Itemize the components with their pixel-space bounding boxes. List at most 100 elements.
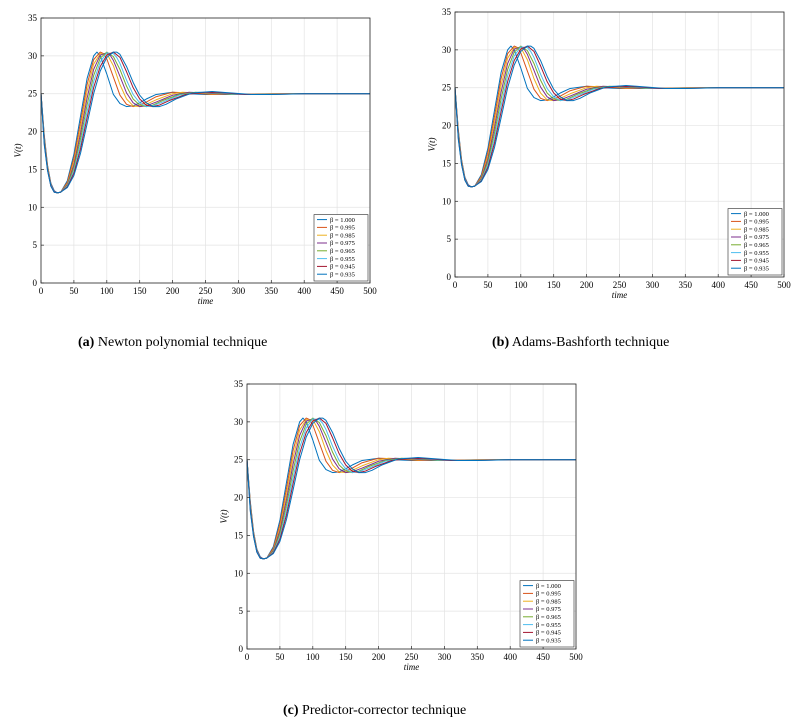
x-tick-label: 250 xyxy=(405,652,419,662)
legend-entry-0: β = 1.000 xyxy=(536,583,561,590)
x-tick-label: 450 xyxy=(536,652,550,662)
y-tick-label: 0 xyxy=(447,272,452,282)
x-axis-label: time xyxy=(404,662,420,672)
legend-entry-7: β = 0.935 xyxy=(744,265,769,272)
y-tick-label: 35 xyxy=(442,7,452,17)
y-tick-label: 20 xyxy=(234,493,244,503)
y-tick-label: 15 xyxy=(442,158,452,168)
caption-b: (b) Adams-Bashforth technique xyxy=(492,335,669,351)
y-tick-label: 30 xyxy=(442,45,452,55)
legend-entry-6: β = 0.945 xyxy=(744,258,769,265)
x-tick-label: 350 xyxy=(265,286,279,296)
caption-a-text: Newton polynomial technique xyxy=(97,335,268,350)
y-tick-label: 30 xyxy=(28,51,38,61)
y-tick-label: 20 xyxy=(442,121,452,131)
x-tick-label: 100 xyxy=(100,286,114,296)
legend xyxy=(519,580,575,648)
x-tick-label: 500 xyxy=(569,652,583,662)
x-axis-label: time xyxy=(198,296,214,306)
legend-entry-0: β = 1.000 xyxy=(330,217,355,224)
legend-entry-4: β = 0.965 xyxy=(536,614,561,621)
legend-entry-3: β = 0.975 xyxy=(744,234,769,241)
y-tick-label: 30 xyxy=(234,417,244,427)
x-tick-label: 50 xyxy=(69,286,79,296)
y-tick-label: 15 xyxy=(28,164,38,174)
x-tick-label: 0 xyxy=(453,280,458,290)
chart-panel-c: 0 50 100 150 200 250 300 350 400 450 500 0 5 10 15 20 25… xyxy=(219,379,583,672)
x-axis-label: time xyxy=(612,290,628,300)
legend-entry-2: β = 0.985 xyxy=(744,226,769,233)
legend-entry-1: β = 0.995 xyxy=(536,591,561,598)
legend-entry-7: β = 0.935 xyxy=(536,637,561,644)
y-axis-label: V(t) xyxy=(427,138,437,152)
x-tick-label: 400 xyxy=(711,280,725,290)
x-tick-label: 500 xyxy=(777,280,791,290)
x-tick-label: 0 xyxy=(39,286,44,296)
legend xyxy=(727,208,783,276)
y-tick-label: 10 xyxy=(234,568,244,578)
y-tick-label: 5 xyxy=(239,606,244,616)
series-line-7 xyxy=(40,51,370,194)
y-tick-label: 5 xyxy=(33,240,38,250)
x-tick-label: 200 xyxy=(372,652,386,662)
legend xyxy=(313,214,369,282)
x-tick-label: 300 xyxy=(646,280,660,290)
legend-entry-2: β = 0.985 xyxy=(536,598,561,605)
x-tick-label: 450 xyxy=(330,286,344,296)
legend-entry-5: β = 0.955 xyxy=(536,622,561,629)
legend-entry-1: β = 0.995 xyxy=(744,219,769,226)
y-tick-label: 35 xyxy=(28,13,38,23)
y-tick-label: 5 xyxy=(447,234,452,244)
x-tick-label: 250 xyxy=(613,280,627,290)
y-tick-label: 20 xyxy=(28,127,38,137)
x-tick-label: 150 xyxy=(547,280,561,290)
series-line-7 xyxy=(454,45,784,188)
x-tick-label: 250 xyxy=(199,286,213,296)
caption-a: (a) Newton polynomial technique xyxy=(78,335,267,351)
legend-entry-6: β = 0.945 xyxy=(330,264,355,271)
legend-entry-3: β = 0.975 xyxy=(330,240,355,247)
x-tick-label: 0 xyxy=(245,652,250,662)
series-line-7 xyxy=(246,417,576,560)
legend-entry-1: β = 0.995 xyxy=(330,225,355,232)
x-tick-label: 500 xyxy=(363,286,377,296)
y-axis-label: V(t) xyxy=(219,510,229,524)
chart-panel-a: 0 50 100 150 200 250 300 350 400 450 500 0 5 10 15 20 25… xyxy=(13,13,377,306)
caption-a-tag: (a) xyxy=(78,335,95,350)
y-tick-label: 0 xyxy=(33,278,38,288)
caption-c-text: Predictor-corrector technique xyxy=(302,703,467,718)
x-tick-label: 200 xyxy=(166,286,180,296)
x-tick-label: 300 xyxy=(232,286,246,296)
x-tick-label: 200 xyxy=(580,280,594,290)
x-tick-label: 400 xyxy=(503,652,517,662)
legend-entry-0: β = 1.000 xyxy=(744,211,769,218)
legend-entry-5: β = 0.955 xyxy=(744,250,769,257)
x-tick-label: 300 xyxy=(438,652,452,662)
legend-entry-7: β = 0.935 xyxy=(330,271,355,278)
y-tick-label: 10 xyxy=(442,196,452,206)
legend-entry-4: β = 0.965 xyxy=(744,242,769,249)
y-tick-label: 10 xyxy=(28,202,38,212)
y-tick-label: 25 xyxy=(234,455,244,465)
x-tick-label: 450 xyxy=(744,280,758,290)
legend-entry-6: β = 0.945 xyxy=(536,630,561,637)
legend-entry-5: β = 0.955 xyxy=(330,256,355,263)
x-tick-label: 400 xyxy=(297,286,311,296)
y-tick-label: 35 xyxy=(234,379,244,389)
x-tick-label: 150 xyxy=(339,652,353,662)
x-tick-label: 150 xyxy=(133,286,147,296)
legend-entry-2: β = 0.985 xyxy=(330,232,355,239)
x-tick-label: 50 xyxy=(483,280,493,290)
caption-c: (c) Predictor-corrector technique xyxy=(283,703,466,719)
caption-b-text: Adams-Bashforth technique xyxy=(511,335,670,350)
y-tick-label: 25 xyxy=(28,89,38,99)
y-tick-label: 15 xyxy=(234,530,244,540)
x-tick-label: 100 xyxy=(306,652,320,662)
x-tick-label: 350 xyxy=(471,652,485,662)
x-tick-label: 100 xyxy=(514,280,528,290)
x-tick-label: 350 xyxy=(679,280,693,290)
y-tick-label: 0 xyxy=(239,644,244,654)
y-tick-label: 25 xyxy=(442,83,452,93)
y-axis-label: V(t) xyxy=(13,144,23,158)
caption-c-tag: (c) xyxy=(283,703,299,718)
